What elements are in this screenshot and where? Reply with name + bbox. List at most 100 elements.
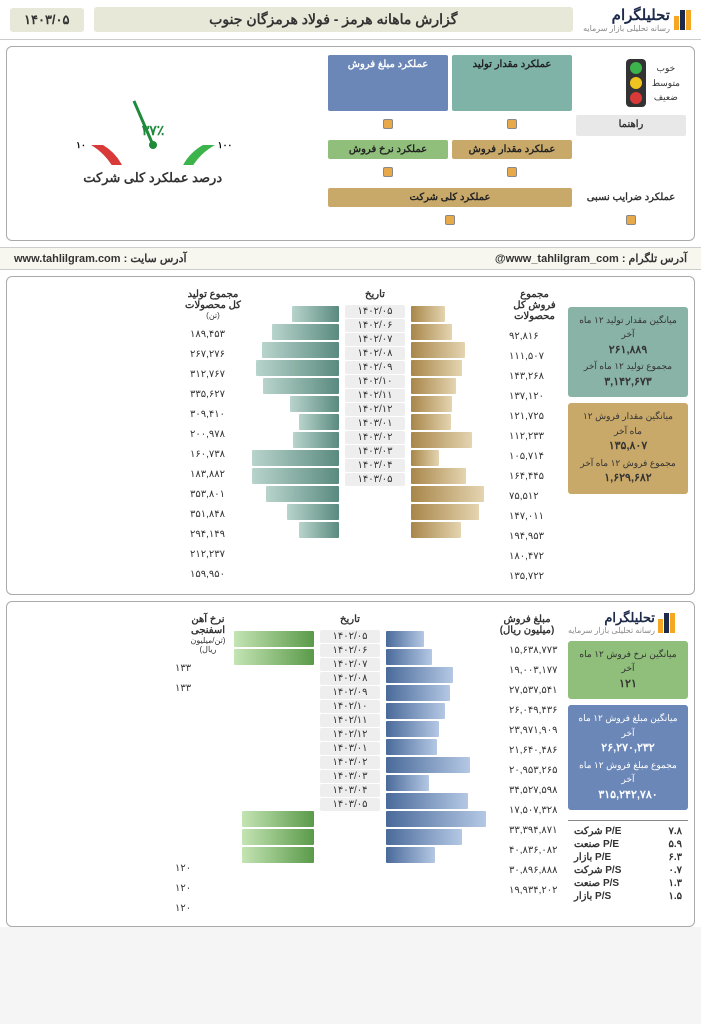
value-cell: ۱۹۴,۹۵۳: [507, 531, 562, 542]
report-title: گزارش ماهانه هرمز - فولاد هرمزگان جنوب: [94, 7, 574, 32]
svg-text:۳۷٪: ۳۷٪: [141, 122, 164, 138]
brand-sub: رسانه تحلیلی بازار سرمایه: [583, 24, 670, 33]
report-date: ۱۴۰۳/۰۵: [10, 8, 84, 32]
col-sale-qty: مجموع فروش کل محصولات: [507, 285, 562, 326]
date-cell: ۱۴۰۲/۱۲: [345, 403, 405, 416]
value-cell: ۱۲۰: [173, 863, 228, 874]
ratio-row: ۵.۹P/E صنعت: [568, 838, 688, 851]
value-cell: ۱۵,۶۳۸,۷۷۳: [507, 645, 562, 656]
value-cell: ۳۰۹,۴۱۰: [188, 409, 243, 420]
value-cell: ۷۵,۵۱۲: [507, 491, 562, 502]
legend-overall: عملکرد کلی شرکت: [328, 188, 572, 207]
svg-text:۱۰: ۱۰: [76, 140, 86, 150]
value-cell: ۱۲۱,۷۲۵: [507, 411, 562, 422]
value-cell: ۱۴۷,۰۱۱: [507, 511, 562, 522]
col-rate: نرخ آهن اسفنجی(تن/میلیون ریال): [188, 610, 228, 658]
value-cell: ۲۰,۹۵۳,۲۶۵: [507, 765, 562, 776]
legend-sale-amt: عملکرد مبلغ فروش: [328, 55, 448, 111]
col-date: تاریخ: [345, 285, 405, 304]
date-cell: ۱۴۰۲/۱۲: [320, 728, 380, 741]
section-amount-rate: تحلیلگرامرسانه تحلیلی بازار سرمایه میانگ…: [6, 601, 695, 927]
dot-icon: [626, 215, 636, 225]
date-cell: ۱۴۰۲/۰۹: [320, 686, 380, 699]
value-cell: ۳۰,۸۹۶,۸۸۸: [507, 865, 562, 876]
ratio-row: ۱.۵P/S بازار: [568, 890, 688, 903]
value-cell: ۲۹۴,۱۴۹: [188, 529, 243, 540]
header: تحلیلگرام رسانه تحلیلی بازار سرمایه گزار…: [0, 0, 701, 40]
website-link: آدرس سایت : www.tahlilgram.com: [14, 252, 187, 265]
traffic-light-icon: خوب متوسط ضعیف: [582, 59, 680, 107]
value-cell: ۱۷,۵۰۷,۳۲۸: [507, 805, 562, 816]
svg-text:۱۰۰: ۱۰۰: [217, 140, 232, 150]
ratio-row: ۶.۳P/E بازار: [568, 851, 688, 864]
value-cell: ۱۱۱,۵۰۷: [507, 351, 562, 362]
date-cell: ۱۴۰۲/۰۶: [345, 319, 405, 332]
stat-prod-avg: میانگین مقدار تولید ۱۲ ماه آخر۲۶۱,۸۸۹ مج…: [568, 307, 688, 397]
date-cell: ۱۴۰۲/۰۷: [320, 658, 380, 671]
value-cell: ۲۱,۶۴۰,۴۸۶: [507, 745, 562, 756]
legend-sale-qty: عملکرد مقدار فروش: [452, 140, 572, 159]
value-cell: ۳۵۱,۸۴۸: [188, 509, 243, 520]
value-cell: ۱۳۳: [173, 663, 228, 674]
date-cell: ۱۴۰۲/۰۹: [345, 361, 405, 374]
date-cell: ۱۴۰۳/۰۵: [345, 473, 405, 486]
stat-amt-avg: میانگین مبلغ فروش ۱۲ ماه آخر۲۶,۲۷۰,۲۳۲ م…: [568, 705, 688, 810]
date-cell: ۱۴۰۲/۰۷: [345, 333, 405, 346]
value-cell: ۲۶۷,۲۷۶: [188, 349, 243, 360]
legend-sale-rate: عملکرد نرخ فروش: [328, 140, 448, 159]
value-cell: ۴۰,۸۳۶,۰۸۲: [507, 845, 562, 856]
ratio-row: ۰.۷P/S شرکت: [568, 864, 688, 877]
date-cell: ۱۴۰۳/۰۱: [345, 417, 405, 430]
value-cell: ۱۰۵,۷۱۴: [507, 451, 562, 462]
value-cell: ۳۳,۳۹۴,۸۷۱: [507, 825, 562, 836]
date-cell: ۱۴۰۳/۰۵: [320, 798, 380, 811]
brand-logo: تحلیلگرام رسانه تحلیلی بازار سرمایه: [583, 6, 691, 33]
dot-icon: [507, 119, 517, 129]
date-cell: ۱۴۰۳/۰۲: [320, 756, 380, 769]
date-cell: ۱۴۰۳/۰۴: [345, 459, 405, 472]
dot-icon: [383, 119, 393, 129]
value-cell: ۱۶۰,۷۳۸: [188, 449, 243, 460]
value-cell: ۱۳۷,۱۲۰: [507, 391, 562, 402]
date-cell: ۱۴۰۳/۰۲: [345, 431, 405, 444]
dot-icon: [383, 167, 393, 177]
dot-icon: [445, 215, 455, 225]
value-cell: ۱۲۰: [173, 883, 228, 894]
value-cell: ۳۴,۵۲۷,۵۹۸: [507, 785, 562, 796]
value-cell: ۱۵۹,۹۵۰: [188, 569, 243, 580]
value-cell: ۱۴۳,۲۶۸: [507, 371, 562, 382]
date-cell: ۱۴۰۲/۱۰: [320, 700, 380, 713]
value-cell: ۱۶۴,۴۴۵: [507, 471, 562, 482]
legend-prod-qty: عملکرد مقدار تولید: [452, 55, 572, 111]
date-cell: ۱۴۰۲/۰۵: [345, 305, 405, 318]
stat-sale-avg: میانگین مقدار فروش ۱۲ ماه آخر۱۳۵,۸۰۷ مجم…: [568, 403, 688, 493]
value-cell: ۱۸۳,۸۸۲: [188, 469, 243, 480]
date-cell: ۱۴۰۳/۰۳: [345, 445, 405, 458]
value-cell: ۱۳۳: [173, 683, 228, 694]
pe-ratios: ۷.۸P/E شرکت۵.۹P/E صنعت۶.۳P/E بازار۰.۷P/S…: [568, 825, 688, 903]
telegram-link: آدرس تلگرام : @www_tahlilgram_com: [495, 252, 687, 265]
date-cell: ۱۴۰۳/۰۴: [320, 784, 380, 797]
value-cell: ۳۳۵,۶۲۷: [188, 389, 243, 400]
gauge-title: درصد عملکرد کلی شرکت: [15, 170, 290, 186]
value-cell: ۳۱۲,۷۶۷: [188, 369, 243, 380]
value-cell: ۲۶,۰۴۹,۴۳۶: [507, 705, 562, 716]
date-cell: ۱۴۰۳/۰۳: [320, 770, 380, 783]
date-cell: ۱۴۰۲/۰۸: [345, 347, 405, 360]
col-amount: مبلغ فروش (میلیون ریال): [492, 610, 562, 640]
value-cell: ۱۱۲,۲۳۳: [507, 431, 562, 442]
legend-grid: خوب متوسط ضعیف عملکرد مقدار تولید عملکرد…: [300, 55, 686, 232]
date-cell: ۱۴۰۲/۱۱: [345, 389, 405, 402]
value-cell: ۱۳۵,۷۲۲: [507, 571, 562, 582]
brand-logo-small: تحلیلگرامرسانه تحلیلی بازار سرمایه: [568, 610, 688, 635]
date-cell: ۱۴۰۲/۰۵: [320, 630, 380, 643]
value-cell: ۲۷,۵۳۷,۵۴۱: [507, 685, 562, 696]
value-cell: ۳۵۳,۸۰۱: [188, 489, 243, 500]
col-prod-qty: مجموع تولید کل محصولات(تن): [183, 285, 243, 324]
date-cell: ۱۴۰۲/۱۰: [345, 375, 405, 388]
ratio-row: ۱.۳P/S صنعت: [568, 877, 688, 890]
value-cell: ۱۹,۹۳۴,۲۰۲: [507, 885, 562, 896]
date-cell: ۱۴۰۲/۱۱: [320, 714, 380, 727]
value-cell: ۹۲,۸۱۶: [507, 331, 562, 342]
col-date2: تاریخ: [320, 610, 380, 629]
